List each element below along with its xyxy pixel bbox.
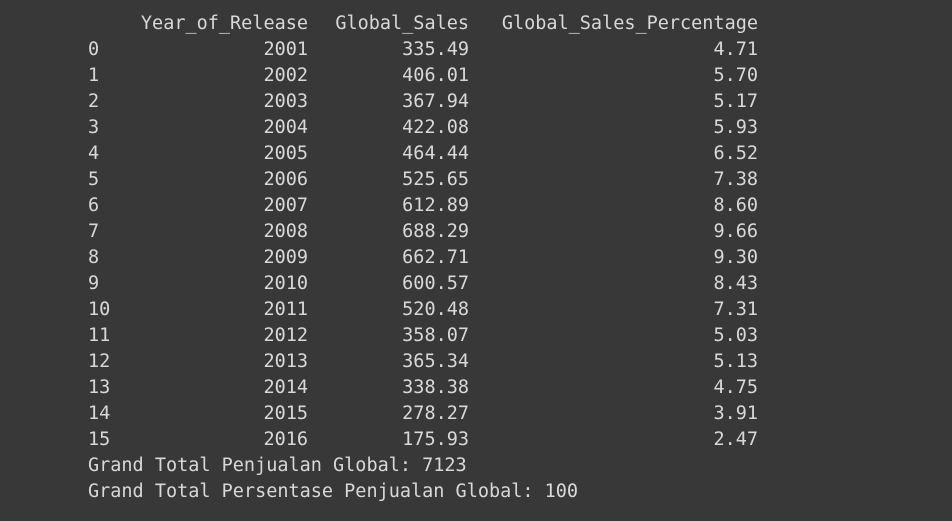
year-cell: 2002 (263, 65, 308, 86)
year-cell: 2011 (263, 299, 308, 320)
global-sales-cell: 688.29 (402, 221, 469, 242)
table-row: 3 2004 422.08 5.93 (88, 115, 788, 141)
percentage-cell: 9.30 (713, 247, 758, 268)
global-sales-cell: 612.89 (402, 195, 469, 216)
table-row: 2 2003 367.94 5.17 (88, 89, 788, 115)
year-cell: 2006 (263, 169, 308, 190)
column-header-percentage: Global_Sales_Percentage (501, 13, 758, 34)
table-row: 4 2005 464.44 6.52 (88, 141, 788, 167)
percentage-cell: 2.47 (713, 429, 758, 450)
year-cell: 2016 (263, 429, 308, 450)
year-cell: 2004 (263, 117, 308, 138)
percentage-cell: 5.13 (713, 351, 758, 372)
percentage-cell: 7.38 (713, 169, 758, 190)
percentage-cell: 7.31 (713, 299, 758, 320)
year-cell: 2005 (263, 143, 308, 164)
percentage-cell: 8.43 (713, 273, 758, 294)
year-cell: 2012 (263, 325, 308, 346)
row-index: 9 (88, 273, 100, 294)
row-index: 2 (88, 91, 100, 112)
row-index: 0 (88, 39, 100, 60)
global-sales-cell: 406.01 (402, 65, 469, 86)
global-sales-cell: 358.07 (402, 325, 469, 346)
table-row: 7 2008 688.29 9.66 (88, 219, 788, 245)
table-row: 14 2015 278.27 3.91 (88, 401, 788, 427)
row-index: 15 (88, 429, 111, 450)
row-index: 3 (88, 117, 100, 138)
global-sales-cell: 600.57 (402, 273, 469, 294)
notebook-output: Year_of_Release Global_Sales Global_Sale… (88, 11, 788, 505)
year-cell: 2001 (263, 39, 308, 60)
year-cell: 2009 (263, 247, 308, 268)
global-sales-cell: 175.93 (402, 429, 469, 450)
table-row: 10 2011 520.48 7.31 (88, 297, 788, 323)
global-sales-cell: 464.44 (402, 143, 469, 164)
table-body: 0 2001 335.49 4.71 1 2002 406.01 5.70 2 2003 367.9… (88, 37, 788, 453)
percentage-cell: 4.71 (713, 39, 758, 60)
global-sales-cell: 365.34 (402, 351, 469, 372)
table-row: 6 2007 612.89 8.60 (88, 193, 788, 219)
percentage-cell: 3.91 (713, 403, 758, 424)
percentage-cell: 5.03 (713, 325, 758, 346)
year-cell: 2015 (263, 403, 308, 424)
year-cell: 2014 (263, 377, 308, 398)
grand-total-sales: Grand Total Penjualan Global: 7123 (88, 455, 467, 476)
percentage-cell: 8.60 (713, 195, 758, 216)
year-cell: 2008 (263, 221, 308, 242)
percentage-cell: 5.17 (713, 91, 758, 112)
row-index: 11 (88, 325, 111, 346)
row-index: 4 (88, 143, 100, 164)
table-row: 11 2012 358.07 5.03 (88, 323, 788, 349)
row-index: 5 (88, 169, 100, 190)
table-row: 12 2013 365.34 5.13 (88, 349, 788, 375)
grand-total-percentage: Grand Total Persentase Penjualan Global:… (88, 481, 579, 502)
row-index: 8 (88, 247, 100, 268)
table-row: 5 2006 525.65 7.38 (88, 167, 788, 193)
percentage-cell: 6.52 (713, 143, 758, 164)
row-index: 6 (88, 195, 100, 216)
row-index: 10 (88, 299, 111, 320)
table-row: 0 2001 335.49 4.71 (88, 37, 788, 63)
global-sales-cell: 520.48 (402, 299, 469, 320)
global-sales-cell: 662.71 (402, 247, 469, 268)
year-cell: 2007 (263, 195, 308, 216)
row-index: 7 (88, 221, 100, 242)
table-row: 8 2009 662.71 9.30 (88, 245, 788, 271)
percentage-cell: 9.66 (713, 221, 758, 242)
percentage-cell: 4.75 (713, 377, 758, 398)
percentage-cell: 5.93 (713, 117, 758, 138)
global-sales-cell: 367.94 (402, 91, 469, 112)
table-row: 9 2010 600.57 8.43 (88, 271, 788, 297)
global-sales-cell: 335.49 (402, 39, 469, 60)
global-sales-cell: 338.38 (402, 377, 469, 398)
table-row: 1 2002 406.01 5.70 (88, 63, 788, 89)
table-row: 13 2014 338.38 4.75 (88, 375, 788, 401)
year-cell: 2013 (263, 351, 308, 372)
row-index: 14 (88, 403, 111, 424)
global-sales-cell: 278.27 (402, 403, 469, 424)
row-index: 13 (88, 377, 111, 398)
year-cell: 2003 (263, 91, 308, 112)
column-header-year: Year_of_Release (140, 13, 308, 34)
global-sales-cell: 525.65 (402, 169, 469, 190)
year-cell: 2010 (263, 273, 308, 294)
column-header-global-sales: Global_Sales (335, 13, 469, 34)
percentage-cell: 5.70 (713, 65, 758, 86)
row-index: 1 (88, 65, 100, 86)
global-sales-cell: 422.08 (402, 117, 469, 138)
row-index: 12 (88, 351, 111, 372)
table-header: Year_of_Release Global_Sales Global_Sale… (88, 11, 788, 37)
table-row: 15 2016 175.93 2.47 (88, 427, 788, 453)
